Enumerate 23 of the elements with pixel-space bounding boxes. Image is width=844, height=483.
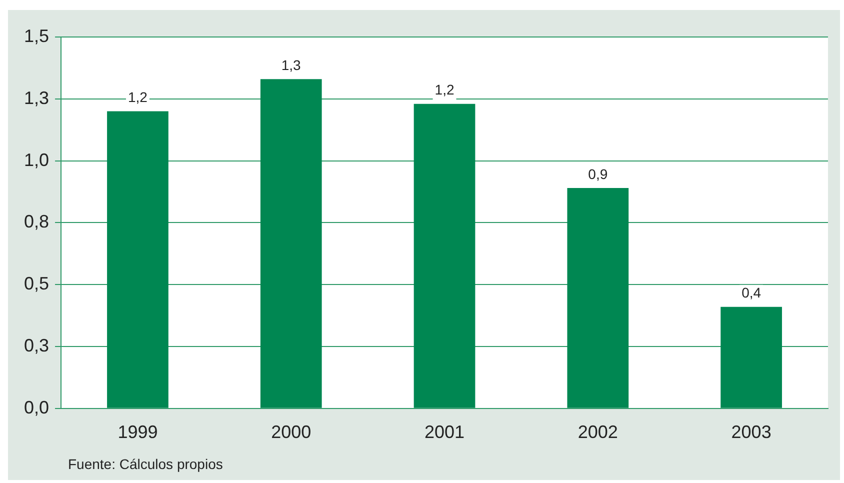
source-note: Fuente: Cálculos propios — [68, 456, 223, 472]
y-tick-label: 0,8 — [24, 212, 50, 232]
data-label: 0,4 — [742, 284, 762, 301]
bar — [720, 306, 782, 408]
data-label: 1,2 — [128, 89, 148, 106]
data-label: 1,2 — [434, 82, 454, 98]
y-tick-label: 1,3 — [24, 88, 50, 108]
y-tick-label: 1,0 — [24, 150, 50, 170]
x-tick-label: 2001 — [424, 422, 465, 442]
y-tick-label: 0,0 — [24, 397, 50, 418]
x-tick-label: 2002 — [578, 422, 618, 442]
y-tick-label: 1,5 — [24, 26, 50, 46]
y-tick-label: 0,5 — [24, 274, 50, 294]
x-tick-label: 2000 — [271, 422, 312, 442]
y-tick-label: 0,3 — [24, 335, 50, 356]
bar — [260, 79, 322, 408]
data-label: 1,3 — [281, 56, 302, 73]
bar — [414, 104, 476, 408]
bar — [567, 188, 629, 408]
x-tick-label: 2003 — [731, 422, 772, 442]
data-label: 0,9 — [588, 166, 608, 182]
bar — [107, 111, 168, 408]
x-tick-label: 1999 — [118, 422, 158, 442]
